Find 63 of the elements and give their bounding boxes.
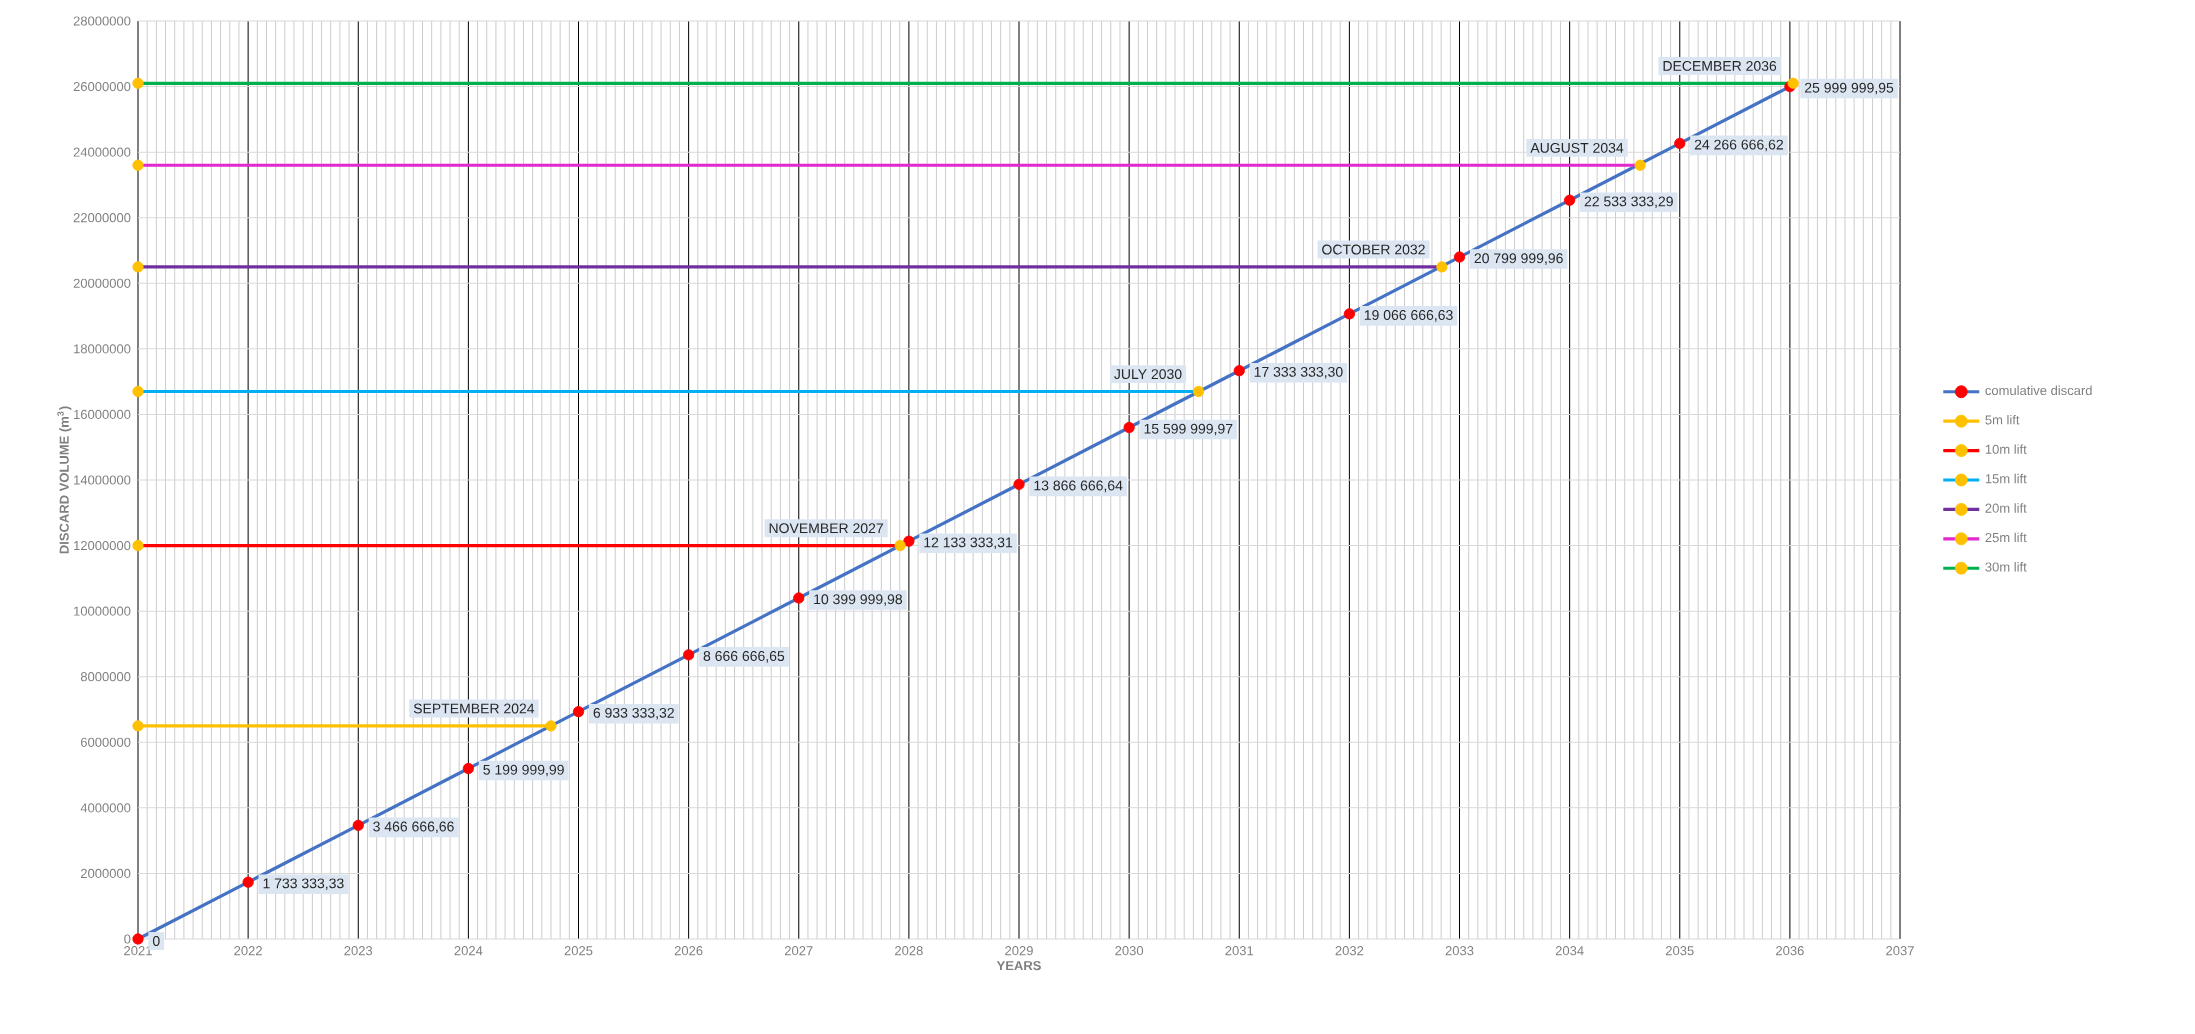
data-label: 25 999 999,95 bbox=[1804, 82, 1894, 95]
data-label: 13 866 666,64 bbox=[1034, 480, 1123, 493]
data-label: 15 599 999,97 bbox=[1144, 423, 1233, 436]
x-tick-label: 2032 bbox=[1335, 946, 1364, 956]
data-label: 8 666 666,65 bbox=[703, 651, 785, 663]
legend-label: 25m lift bbox=[1985, 532, 2027, 543]
annotation: JULY 2030 bbox=[1114, 369, 1182, 380]
y-tick-label: 26000000 bbox=[73, 81, 131, 92]
x-tick-label: 2031 bbox=[1225, 946, 1254, 956]
x-tick-label: 2036 bbox=[1776, 946, 1804, 956]
data-label: 3 466 666,66 bbox=[373, 821, 454, 834]
y-tick-label: 2000000 bbox=[80, 868, 131, 879]
data-label: 24 266 666,62 bbox=[1694, 139, 1783, 152]
data-label: 12 133 333,31 bbox=[924, 537, 1013, 549]
y-tick-label: 12000000 bbox=[74, 540, 131, 551]
x-tick-label: 2037 bbox=[1886, 946, 1914, 956]
data-label: 10 399 999,98 bbox=[814, 594, 903, 606]
data-label: 6 933 333,32 bbox=[593, 707, 674, 720]
y-tick-label: 8000000 bbox=[80, 672, 131, 682]
x-tick-label: 2027 bbox=[784, 946, 813, 956]
y-tick-label: 16000000 bbox=[74, 409, 131, 420]
legend-label: 10m lift bbox=[1985, 444, 2027, 454]
y-tick-label: 22000000 bbox=[73, 213, 131, 223]
data-label: 19 066 666,63 bbox=[1364, 310, 1453, 322]
legend-label: 5m lift bbox=[1985, 414, 2020, 425]
y-tick-label: 14000000 bbox=[74, 475, 131, 485]
x-tick-label: 2029 bbox=[1005, 946, 1033, 956]
data-label: 5 199 999,99 bbox=[483, 764, 564, 777]
y-tick-label: 18000000 bbox=[74, 344, 131, 354]
data-label: 0 bbox=[152, 936, 160, 946]
data-label: 17 333 333,30 bbox=[1254, 366, 1343, 379]
x-tick-label: 2030 bbox=[1115, 946, 1144, 956]
x-tick-label: 2025 bbox=[564, 946, 593, 956]
data-label: 1 733 333,33 bbox=[263, 878, 344, 890]
annotation: AUGUST 2034 bbox=[1530, 142, 1624, 153]
y-tick-label: 28000000 bbox=[73, 16, 131, 26]
y-axis-title: DISCARD VOLUME (m$^{3}$) bbox=[57, 406, 72, 554]
annotation: NOVEMBER 2027 bbox=[769, 523, 883, 534]
y-tick-label: 20000000 bbox=[73, 278, 131, 288]
x-tick-label: 2022 bbox=[234, 946, 262, 956]
x-axis-title: YEARS bbox=[996, 961, 1041, 971]
annotation: DECEMBER 2036 bbox=[1663, 60, 1777, 71]
y-tick-label: 6000000 bbox=[80, 737, 131, 747]
x-tick-label: 2021 bbox=[124, 946, 152, 956]
data-label: 20 799 999,96 bbox=[1474, 253, 1563, 265]
x-tick-label: 2035 bbox=[1665, 946, 1694, 956]
annotation: OCTOBER 2032 bbox=[1322, 244, 1425, 255]
y-tick-label: 0 bbox=[124, 934, 131, 944]
y-tick-label: 24000000 bbox=[73, 147, 131, 157]
x-tick-label: 2028 bbox=[895, 946, 923, 956]
annotation: SEPTEMBER 2024 bbox=[413, 703, 535, 714]
x-tick-label: 2034 bbox=[1555, 946, 1584, 956]
y-tick-label: 10000000 bbox=[74, 606, 131, 616]
y-tick-label: 4000000 bbox=[80, 803, 131, 813]
x-tick-label: 2026 bbox=[674, 946, 703, 956]
legend-label: 15m lift bbox=[1985, 473, 2027, 484]
legend-label: comulative discard bbox=[1985, 385, 2092, 396]
x-tick-label: 2024 bbox=[454, 946, 483, 956]
x-tick-label: 2033 bbox=[1445, 946, 1474, 956]
data-label: 22 533 333,29 bbox=[1584, 196, 1673, 208]
legend-label: 20m lift bbox=[1985, 503, 2027, 513]
x-tick-label: 2023 bbox=[344, 946, 373, 956]
legend-label: 30m lift bbox=[1985, 562, 2027, 572]
